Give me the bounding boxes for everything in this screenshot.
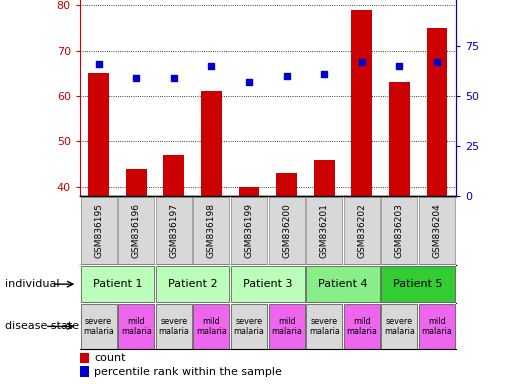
Bar (389, 83, 410, 196)
Text: Patient 2: Patient 2 (168, 279, 217, 289)
Bar (344, 304, 380, 349)
Point (357, 59, 366, 65)
Point (396, 63, 404, 69)
Bar (80, 304, 117, 349)
Text: GSM836198: GSM836198 (207, 203, 216, 258)
Text: mild
malaria: mild malaria (196, 317, 227, 336)
Bar (80, 197, 117, 263)
Text: individual: individual (5, 279, 60, 289)
Bar (306, 197, 342, 263)
Bar (193, 197, 230, 263)
Text: severe
malaria: severe malaria (159, 317, 189, 336)
Bar (238, 187, 260, 196)
Text: Patient 5: Patient 5 (393, 279, 443, 289)
Text: severe
malaria: severe malaria (83, 317, 114, 336)
Bar (156, 197, 192, 263)
Bar (88, 73, 109, 196)
Text: mild
malaria: mild malaria (271, 317, 302, 336)
Text: GSM836200: GSM836200 (282, 203, 291, 258)
Bar (268, 197, 305, 263)
Text: GSM836197: GSM836197 (169, 203, 178, 258)
Bar (231, 197, 267, 263)
Text: severe
malaria: severe malaria (384, 317, 415, 336)
Bar (314, 159, 335, 196)
Bar (351, 10, 372, 196)
Bar (231, 266, 305, 302)
Text: Patient 1: Patient 1 (93, 279, 142, 289)
Bar (156, 304, 192, 349)
Bar (268, 304, 305, 349)
Text: GSM836199: GSM836199 (245, 203, 253, 258)
Bar (381, 266, 455, 302)
Bar (118, 304, 154, 349)
Text: count: count (94, 353, 126, 363)
Point (169, 75, 178, 81)
Text: GSM836204: GSM836204 (433, 203, 441, 258)
Text: GSM836203: GSM836203 (395, 203, 404, 258)
Text: mild
malaria: mild malaria (347, 317, 377, 336)
Bar (306, 266, 380, 302)
Text: GSM836195: GSM836195 (94, 203, 103, 258)
Text: mild
malaria: mild malaria (422, 317, 452, 336)
Bar (163, 155, 184, 196)
Text: GSM836201: GSM836201 (320, 203, 329, 258)
Bar (306, 304, 342, 349)
Bar (80, 266, 154, 302)
Bar (381, 197, 418, 263)
Bar (118, 197, 154, 263)
Text: disease state: disease state (5, 321, 79, 331)
Point (320, 71, 329, 77)
Bar (276, 173, 297, 196)
Bar (193, 304, 230, 349)
Point (95, 61, 103, 67)
Point (245, 79, 253, 85)
Point (433, 59, 441, 65)
Text: mild
malaria: mild malaria (121, 317, 151, 336)
Bar (201, 91, 222, 196)
Text: severe
malaria: severe malaria (234, 317, 264, 336)
Bar (344, 197, 380, 263)
Bar (419, 304, 455, 349)
Point (132, 75, 140, 81)
Bar (126, 169, 147, 196)
Bar (381, 304, 418, 349)
Bar (419, 197, 455, 263)
Text: Patient 3: Patient 3 (243, 279, 293, 289)
Text: GSM836202: GSM836202 (357, 203, 366, 258)
Bar (426, 28, 448, 196)
Text: GSM836196: GSM836196 (132, 203, 141, 258)
Point (282, 73, 290, 79)
Bar (231, 304, 267, 349)
Text: Patient 4: Patient 4 (318, 279, 368, 289)
Text: severe
malaria: severe malaria (309, 317, 339, 336)
Point (207, 63, 215, 69)
Text: percentile rank within the sample: percentile rank within the sample (94, 367, 282, 377)
Bar (156, 266, 230, 302)
